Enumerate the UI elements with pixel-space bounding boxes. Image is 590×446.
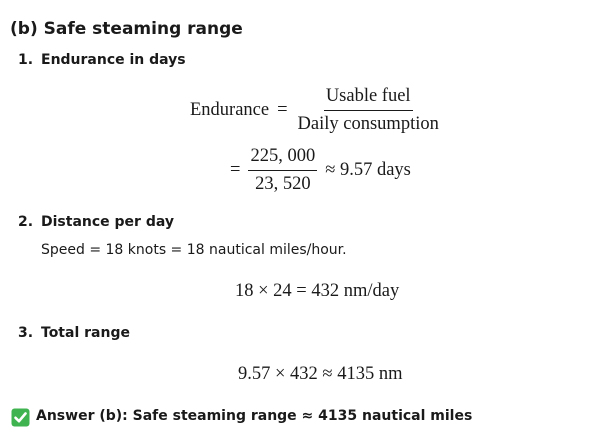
math-text: ≈ 9.57 days xyxy=(325,160,411,180)
math-operator: = xyxy=(230,160,241,180)
step-title: Total range xyxy=(41,325,130,341)
paragraph: Speed = 18 knots = 18 nautical miles/hou… xyxy=(41,242,347,258)
heading: (b) Safe steaming range xyxy=(10,19,243,39)
step-number: 2. xyxy=(18,214,34,230)
numerator: Usable fuel xyxy=(323,86,413,111)
math-operator: = xyxy=(277,100,288,120)
step-number: 3. xyxy=(18,325,34,341)
math-text: Endurance xyxy=(190,100,270,120)
equation: Endurance = Usable fuel Daily consumptio… xyxy=(190,86,441,135)
fraction: Usable fuel Daily consumption xyxy=(296,86,441,135)
denominator: 23, 520 xyxy=(255,174,311,194)
check-icon xyxy=(11,408,30,427)
equation: 18 × 24 = 432 nm/day xyxy=(235,281,400,301)
fraction: 225, 000 23, 520 xyxy=(248,146,318,195)
equation: = 225, 000 23, 520 ≈ 9.57 days xyxy=(230,146,411,195)
answer: Answer (b): Safe steaming range ≈ 4135 n… xyxy=(36,408,473,424)
denominator: Daily consumption xyxy=(297,114,439,134)
numerator: 225, 000 xyxy=(248,146,318,171)
equation: 9.57 × 432 ≈ 4135 nm xyxy=(238,364,403,384)
icon-check xyxy=(14,412,27,423)
step-title: Endurance in days xyxy=(41,52,186,68)
step-title: Distance per day xyxy=(41,214,174,230)
step-number: 1. xyxy=(18,52,34,68)
